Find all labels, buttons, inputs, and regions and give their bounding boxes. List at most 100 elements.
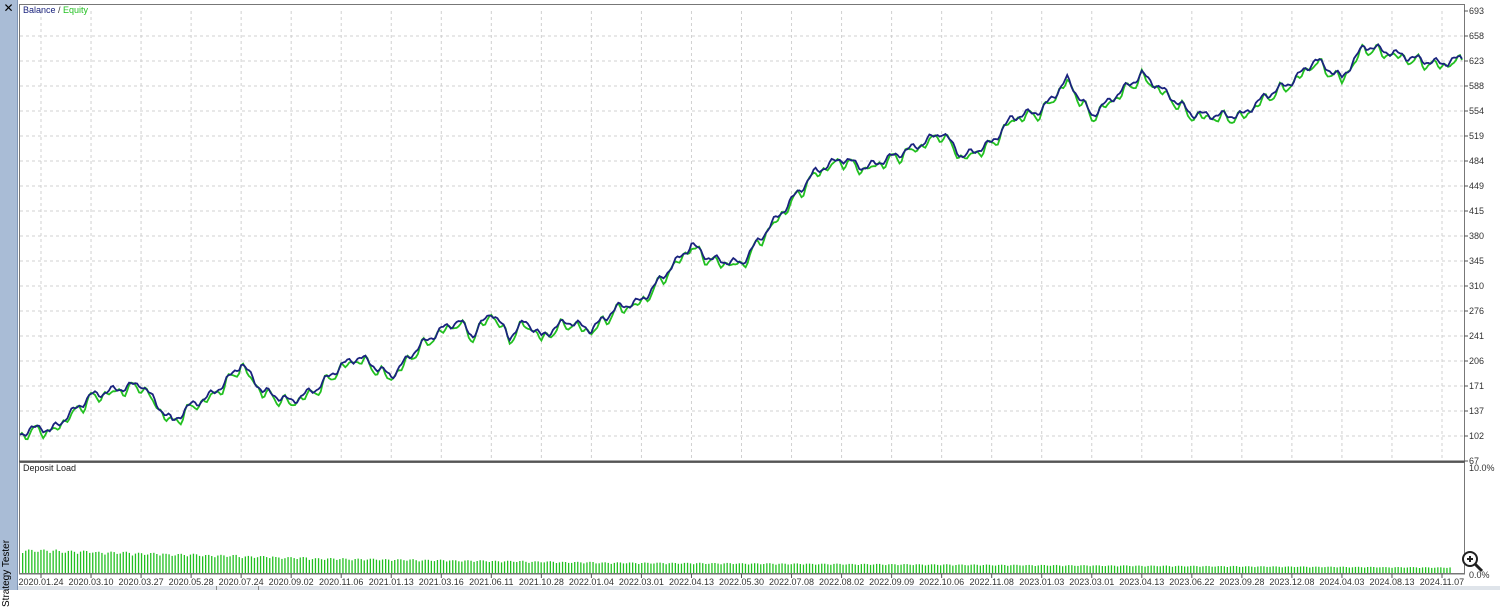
deposit-load-bar xyxy=(330,558,332,573)
deposit-load-bar xyxy=(1394,567,1396,573)
deposit-load-bar xyxy=(1095,565,1097,573)
y-tick-label: 623 xyxy=(1469,56,1484,66)
deposit-load-bar xyxy=(628,562,631,573)
deposit-load-bar xyxy=(476,561,478,573)
deposit-load-bar xyxy=(854,564,856,573)
deposit-load-bar xyxy=(921,564,923,573)
deposit-load-bar xyxy=(1113,565,1116,573)
deposit-load-bar xyxy=(485,561,487,573)
deposit-load-bar xyxy=(375,559,378,573)
deposit-load-bar xyxy=(1019,565,1021,573)
deposit-load-bar xyxy=(1397,567,1399,573)
x-tick-label: 2023.04.13 xyxy=(1119,577,1164,587)
deposit-load-bar xyxy=(1220,566,1222,573)
x-tick-label: 2023.09.28 xyxy=(1219,577,1264,587)
deposit-load-bar xyxy=(503,561,506,573)
deposit-load-bar xyxy=(83,550,85,573)
deposit-load-bar xyxy=(577,561,579,573)
chart-legend: Balance / Equity xyxy=(23,5,89,15)
deposit-load-bar xyxy=(1144,566,1146,573)
deposit-load-bar xyxy=(220,554,222,573)
deposit-load-bar xyxy=(363,560,365,573)
close-icon[interactable]: ✕ xyxy=(3,1,14,15)
deposit-load-bar xyxy=(805,563,808,573)
deposit-load-bar xyxy=(1263,566,1265,573)
deposit-load-bar xyxy=(153,552,155,573)
x-tick-label: 2020.09.02 xyxy=(269,577,314,587)
balance-line xyxy=(19,43,1463,437)
deposit-load-bar xyxy=(272,556,274,573)
deposit-load-bar xyxy=(1052,565,1055,573)
deposit-load-bar xyxy=(1162,565,1164,573)
deposit-load-bar xyxy=(842,564,844,573)
deposit-load-bar xyxy=(787,564,789,573)
deposit-load-bar xyxy=(217,555,219,573)
deposit-load-bar xyxy=(1181,565,1183,573)
deposit-load-bar xyxy=(872,564,875,573)
y-tick-label: 380 xyxy=(1469,231,1484,241)
deposit-load-bar xyxy=(226,556,228,573)
strategy-tester-sidebar: ✕ Strategy Tester xyxy=(0,0,18,607)
deposit-load-bar xyxy=(1141,565,1143,573)
deposit-load-bar xyxy=(192,553,195,573)
deposit-load-bar xyxy=(1004,565,1006,573)
deposit-load-bar xyxy=(592,562,594,573)
deposit-load-bar xyxy=(241,558,243,573)
deposit-load-bar xyxy=(564,562,567,573)
deposit-load-bar xyxy=(137,552,140,573)
deposit-load-bar xyxy=(967,565,969,573)
deposit-load-bar xyxy=(1391,567,1393,573)
deposit-load-bar xyxy=(1446,567,1448,573)
x-tick-label: 2022.01.04 xyxy=(569,577,614,587)
deposit-load-bar xyxy=(348,559,350,573)
deposit-load-bar xyxy=(116,553,118,573)
deposit-load-bar xyxy=(1123,565,1125,573)
deposit-load-bar xyxy=(1156,566,1158,573)
deposit-load-bar xyxy=(1208,566,1210,573)
deposit-load-bar xyxy=(1010,565,1012,573)
deposit-load-bar xyxy=(1232,565,1235,573)
x-tick-label: 2022.08.02 xyxy=(819,577,864,587)
deposit-load-bar xyxy=(1184,566,1186,573)
deposit-load-bar xyxy=(418,561,420,573)
deposit-load-bar xyxy=(385,559,387,573)
deposit-load-bar xyxy=(415,560,417,573)
deposit-load-bar xyxy=(67,550,69,573)
deposit-load-bar xyxy=(1409,567,1411,573)
deposit-load-bar xyxy=(436,560,439,573)
deposit-load-bar xyxy=(46,550,48,573)
deposit-load-bar xyxy=(808,563,811,573)
deposit-load-bar xyxy=(327,558,329,573)
deposit-load-bar xyxy=(31,549,33,573)
deposit-load-bar xyxy=(1147,565,1149,573)
deposit-load-bar xyxy=(708,563,710,573)
deposit-load-bar xyxy=(863,563,866,573)
deposit-load-bar xyxy=(1083,565,1085,573)
deposit-load-frame xyxy=(19,462,1465,574)
deposit-load-bar xyxy=(799,564,801,573)
deposit-load-bar xyxy=(851,563,853,573)
deposit-load-bar xyxy=(98,551,100,573)
deposit-load-bar xyxy=(269,558,271,573)
deposit-load-bar xyxy=(1159,566,1161,573)
deposit-load-bar xyxy=(1107,565,1110,573)
deposit-load-bar xyxy=(1177,565,1180,573)
deposit-load-bar xyxy=(1129,566,1131,573)
deposit-load-bar xyxy=(744,563,747,573)
deposit-load-bar xyxy=(174,555,176,573)
x-tick-label: 2020.07.24 xyxy=(219,577,264,587)
deposit-load-bar xyxy=(1016,564,1018,573)
deposit-load-bar xyxy=(394,560,396,573)
deposit-load-bar xyxy=(531,561,533,573)
zoom-magnifier-icon[interactable] xyxy=(1460,549,1484,573)
deposit-load-bar xyxy=(22,553,24,573)
y-axis-ticks: 693 658 623 588 554 519 484 449 415 380 345 310 276 2… xyxy=(1464,6,1484,466)
deposit-load-bar xyxy=(699,562,701,573)
deposit-load-bar xyxy=(1007,565,1009,573)
deposit-load-bar xyxy=(324,559,326,573)
deposit-load-bar xyxy=(1254,567,1256,573)
deposit-load-bar xyxy=(40,549,42,573)
deposit-load-bar xyxy=(366,559,368,573)
y-tick-label: 102 xyxy=(1469,431,1484,441)
deposit-load-bar xyxy=(683,562,686,573)
